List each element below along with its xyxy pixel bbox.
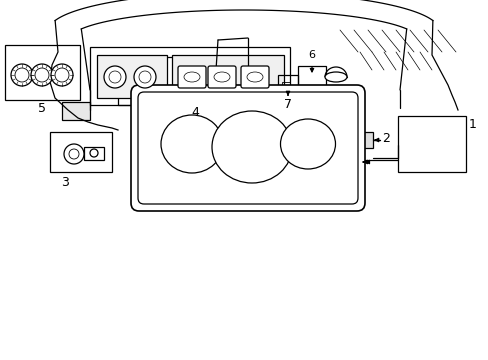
Ellipse shape xyxy=(161,115,223,173)
Text: 4: 4 xyxy=(191,106,199,119)
Bar xyxy=(118,57,173,105)
Circle shape xyxy=(15,68,29,82)
FancyBboxPatch shape xyxy=(178,66,205,88)
Circle shape xyxy=(55,68,69,82)
FancyBboxPatch shape xyxy=(207,66,236,88)
Ellipse shape xyxy=(214,72,229,82)
Bar xyxy=(297,66,325,88)
Bar xyxy=(397,116,465,172)
Text: 2: 2 xyxy=(381,131,389,144)
Circle shape xyxy=(104,66,126,88)
Circle shape xyxy=(139,71,151,83)
Bar xyxy=(282,82,289,90)
Bar xyxy=(172,55,284,98)
Text: 7: 7 xyxy=(284,98,291,111)
Bar xyxy=(5,45,80,100)
Text: 1: 1 xyxy=(468,118,476,131)
Ellipse shape xyxy=(280,119,335,169)
Circle shape xyxy=(64,144,84,164)
FancyBboxPatch shape xyxy=(241,66,268,88)
Circle shape xyxy=(90,149,98,157)
FancyBboxPatch shape xyxy=(131,85,364,211)
Bar xyxy=(90,47,289,105)
Circle shape xyxy=(69,149,79,159)
Bar xyxy=(84,147,104,160)
Text: 6: 6 xyxy=(308,50,315,60)
Bar xyxy=(334,106,342,114)
Bar xyxy=(62,102,90,120)
Circle shape xyxy=(134,66,156,88)
Circle shape xyxy=(35,68,49,82)
Ellipse shape xyxy=(183,72,200,82)
Text: 3: 3 xyxy=(61,176,69,189)
Circle shape xyxy=(51,64,73,86)
Bar xyxy=(97,55,167,98)
Ellipse shape xyxy=(325,72,346,82)
Bar xyxy=(339,154,359,170)
Circle shape xyxy=(109,71,121,83)
Text: 5: 5 xyxy=(38,102,46,115)
Circle shape xyxy=(31,64,53,86)
Bar xyxy=(325,104,332,112)
Circle shape xyxy=(11,64,33,86)
Bar xyxy=(50,132,112,172)
Bar xyxy=(278,75,297,95)
Ellipse shape xyxy=(246,72,263,82)
Bar xyxy=(358,132,372,148)
Ellipse shape xyxy=(212,111,291,183)
